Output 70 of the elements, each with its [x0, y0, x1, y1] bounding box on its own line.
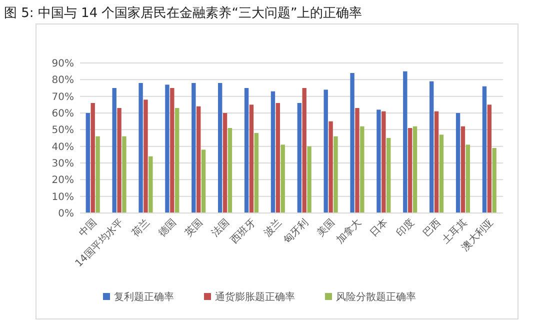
y-tick-label: 0% — [58, 208, 74, 220]
x-tick-label: 巴西 — [421, 217, 444, 240]
bar — [430, 81, 434, 213]
bar — [112, 88, 116, 213]
x-tick-label: 印度 — [394, 216, 417, 240]
bar — [228, 128, 232, 213]
chart-title: 图 5: 中国与 14 个国家居民在金融素养“三大问题”上的正确率 — [4, 5, 362, 21]
bar — [144, 100, 148, 213]
bar — [408, 128, 412, 213]
bar — [382, 111, 386, 213]
bar — [276, 103, 280, 213]
x-tick-label: 西班牙 — [228, 216, 258, 246]
bar — [439, 134, 444, 213]
bar — [218, 83, 222, 213]
bar — [487, 104, 492, 213]
bar — [96, 136, 100, 213]
bar — [122, 136, 126, 213]
bar — [244, 88, 249, 213]
bar — [434, 111, 439, 213]
y-tick-label: 10% — [52, 192, 74, 203]
bar — [249, 104, 254, 213]
x-tick-label: 英国 — [182, 216, 206, 240]
bar — [196, 106, 201, 213]
bar — [170, 88, 174, 213]
bar — [86, 113, 90, 213]
bar — [302, 88, 306, 213]
bar — [324, 90, 328, 213]
bar — [138, 83, 143, 213]
bar — [355, 108, 360, 213]
bar — [165, 84, 170, 213]
bar — [222, 113, 228, 213]
x-tick-label: 德国 — [156, 217, 179, 240]
bar — [270, 91, 276, 213]
x-tick-label: 中国 — [76, 216, 100, 240]
bar — [90, 103, 95, 213]
x-tick-label: 日本 — [368, 216, 390, 240]
bar — [297, 103, 302, 213]
y-tick-label: 40% — [52, 142, 74, 153]
bar — [386, 138, 391, 213]
legend-label: 复利题正确率 — [114, 291, 174, 303]
bar — [360, 126, 364, 213]
bar — [350, 73, 354, 213]
bar — [192, 83, 196, 213]
bar — [482, 86, 487, 213]
y-tick-label: 70% — [52, 92, 74, 103]
bar — [460, 126, 466, 213]
y-tick-label: 60% — [52, 108, 74, 120]
bar — [201, 150, 206, 213]
bar — [492, 148, 496, 213]
bar — [334, 136, 338, 213]
bar — [117, 108, 122, 213]
bar — [307, 146, 312, 213]
bar — [412, 126, 418, 213]
y-tick-label: 90% — [52, 58, 74, 70]
y-tick-label: 50% — [52, 125, 74, 136]
legend-label: 通货膨胀题正确率 — [215, 291, 295, 303]
bar — [148, 156, 153, 213]
bar — [466, 144, 470, 213]
y-tick-label: 20% — [52, 175, 74, 186]
bar — [403, 71, 408, 213]
y-tick-label: 80% — [52, 75, 74, 86]
x-tick-label: 荷兰 — [130, 216, 152, 240]
bar — [328, 121, 333, 213]
bar — [280, 144, 285, 213]
bar — [376, 110, 381, 213]
y-tick-label: 30% — [52, 158, 74, 170]
bar — [254, 133, 259, 213]
legend-label: 风险分散题正确率 — [336, 291, 416, 303]
bar — [456, 113, 460, 213]
bar — [175, 108, 180, 213]
